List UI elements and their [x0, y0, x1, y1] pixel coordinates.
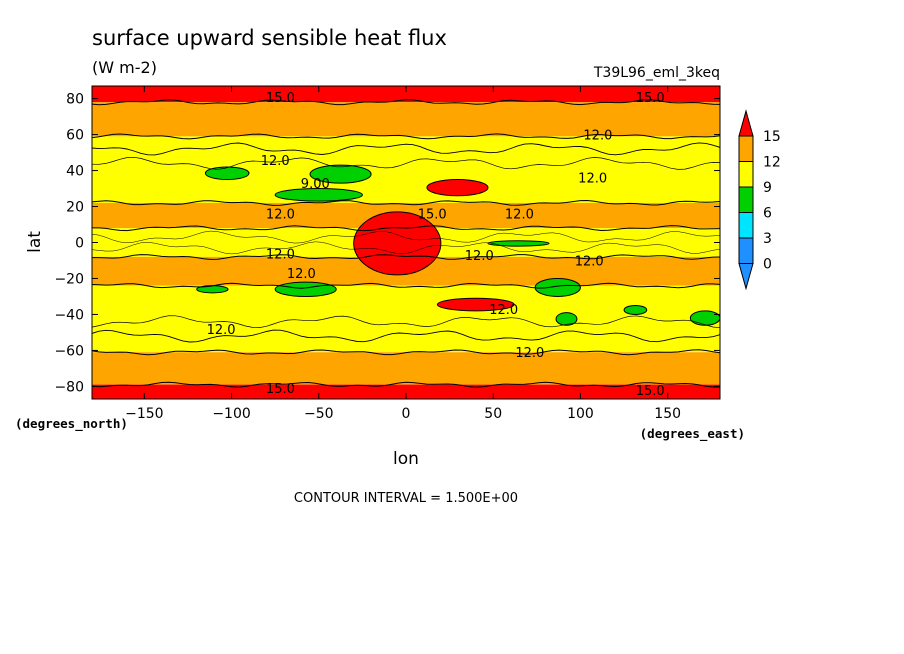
- contour-labels: 15.0 15.0 12.0 12.0 12.0 9.00 12.0 15.0 12.0 12.0…: [207, 91, 665, 399]
- contour-line-7: [92, 349, 720, 356]
- contour-label-16: 15.0: [266, 382, 295, 397]
- colorbar-segment-4: [738, 237, 754, 264]
- contour-label-4: 12.0: [578, 172, 607, 187]
- contour-label-14: 12.0: [207, 323, 236, 338]
- experiment-label: T39L96_eml_3keq: [593, 65, 720, 81]
- x-axis-ticks: −150 −100 −50 0 50 100 150: [125, 86, 681, 422]
- y-tick-label-4: 0: [75, 236, 84, 252]
- contour-label-12: 12.0: [287, 267, 316, 282]
- chart-title: surface upward sensible heat flux: [92, 26, 447, 50]
- contour-line-3: [92, 199, 720, 206]
- contour-label-9: 12.0: [266, 247, 295, 262]
- contour-lines: [92, 99, 720, 388]
- thin-contour-line-5: [92, 241, 720, 255]
- contour-feature-9: [534, 277, 581, 297]
- contour-label-6: 12.0: [266, 208, 295, 223]
- x-tick-label-6: 150: [654, 406, 681, 422]
- colorbar-bottom-arrow: [738, 263, 754, 291]
- contour-band-1: [92, 102, 720, 137]
- contour-label-8: 12.0: [505, 208, 534, 223]
- x-tick-label-0: −150: [125, 406, 163, 422]
- thin-contour-line-0: [92, 156, 720, 170]
- colorbar-label-2: 9: [763, 180, 772, 196]
- contour-label-17: 15.0: [636, 384, 665, 399]
- contour-band-7: [92, 352, 720, 385]
- contour-label-3: 12.0: [261, 154, 290, 169]
- y-tick-label-6: −40: [54, 307, 84, 323]
- y-tick-label-7: −60: [54, 343, 84, 359]
- contour-feature-0: [353, 211, 442, 276]
- y-tick-label-8: −80: [54, 379, 84, 395]
- contour-feature-4: [309, 164, 372, 184]
- colorbar-label-5: 0: [763, 257, 772, 273]
- colorbar-label-1: 12: [763, 155, 781, 171]
- contour-label-1: 15.0: [636, 91, 665, 106]
- contour-line-8: [92, 381, 720, 388]
- contour-line-4: [92, 225, 720, 232]
- contour-line-6: [92, 282, 720, 289]
- contour-label-0: 15.0: [266, 91, 295, 106]
- y-tick-label-1: 60: [66, 128, 84, 144]
- x-axis-label: lon: [393, 449, 419, 469]
- contour-label-7: 15.0: [418, 208, 447, 223]
- contour-line-1: [92, 99, 720, 106]
- contour-interval-text: CONTOUR INTERVAL = 1.500E+00: [294, 491, 518, 506]
- contour-features: [196, 164, 720, 326]
- contour-feature-12: [623, 304, 648, 315]
- contour-feature-11: [555, 312, 578, 326]
- colorbar-label-3: 6: [763, 206, 772, 222]
- contour-band-2: [92, 136, 720, 203]
- thin-contour-line-2: [92, 315, 720, 329]
- y-tick-label-3: 20: [66, 200, 84, 216]
- chart-units: (W m-2): [92, 58, 157, 77]
- x-tick-label-1: −100: [212, 406, 250, 422]
- y-axis-label: lat: [25, 231, 45, 253]
- contour-feature-2: [436, 297, 515, 312]
- colorbar-segment-3: [738, 212, 754, 239]
- contour-feature-5: [274, 188, 363, 202]
- contour-label-15: 12.0: [515, 346, 544, 361]
- contour-band-8: [92, 384, 720, 399]
- contour-label-2: 12.0: [583, 129, 612, 144]
- contour-feature-3: [204, 166, 250, 181]
- x-axis-units: (degrees_east): [640, 426, 745, 442]
- thin-contour-line-3: [92, 329, 720, 343]
- y-tick-label-0: 80: [66, 92, 84, 108]
- x-tick-label-4: 50: [484, 406, 502, 422]
- contour-label-5: 9.00: [301, 177, 330, 192]
- colorbar: 15 12 9 6 3 0: [738, 109, 781, 291]
- contour-band-6: [92, 285, 720, 353]
- contour-feature-6: [487, 240, 550, 247]
- plot-area: 15.0 15.0 12.0 12.0 12.0 9.00 12.0 15.0 12.0 12.0…: [54, 85, 721, 422]
- x-tick-label-3: 0: [402, 406, 411, 422]
- contour-label-10: 12.0: [465, 249, 494, 264]
- colorbar-segment-2: [738, 186, 754, 213]
- y-tick-label-5: −20: [54, 271, 84, 287]
- colorbar-top-arrow: [738, 109, 754, 137]
- contour-band-0: [92, 86, 720, 103]
- contour-feature-1: [426, 179, 489, 197]
- thin-contour-line-1: [92, 142, 720, 156]
- contour-line-2: [92, 133, 720, 140]
- x-tick-label-2: −50: [304, 406, 334, 422]
- contour-feature-10: [689, 310, 720, 326]
- y-tick-label-2: 40: [66, 164, 84, 180]
- y-axis-units: (degrees_north): [15, 416, 128, 432]
- contour-label-13: 12.0: [489, 303, 518, 318]
- contour-line-5: [92, 254, 720, 260]
- y-axis-ticks: 80 60 40 20 0 −20 −40 −60 −80: [54, 92, 720, 395]
- colorbar-segment-1: [738, 161, 754, 188]
- colorbar-label-0: 15: [763, 129, 781, 145]
- contour-feature-7: [274, 281, 337, 297]
- colorbar-segment-0: [738, 135, 754, 162]
- colorbar-label-4: 3: [763, 231, 772, 247]
- contour-label-11: 12.0: [575, 254, 604, 269]
- thin-contour-line-4: [92, 230, 720, 244]
- x-tick-label-5: 100: [567, 406, 594, 422]
